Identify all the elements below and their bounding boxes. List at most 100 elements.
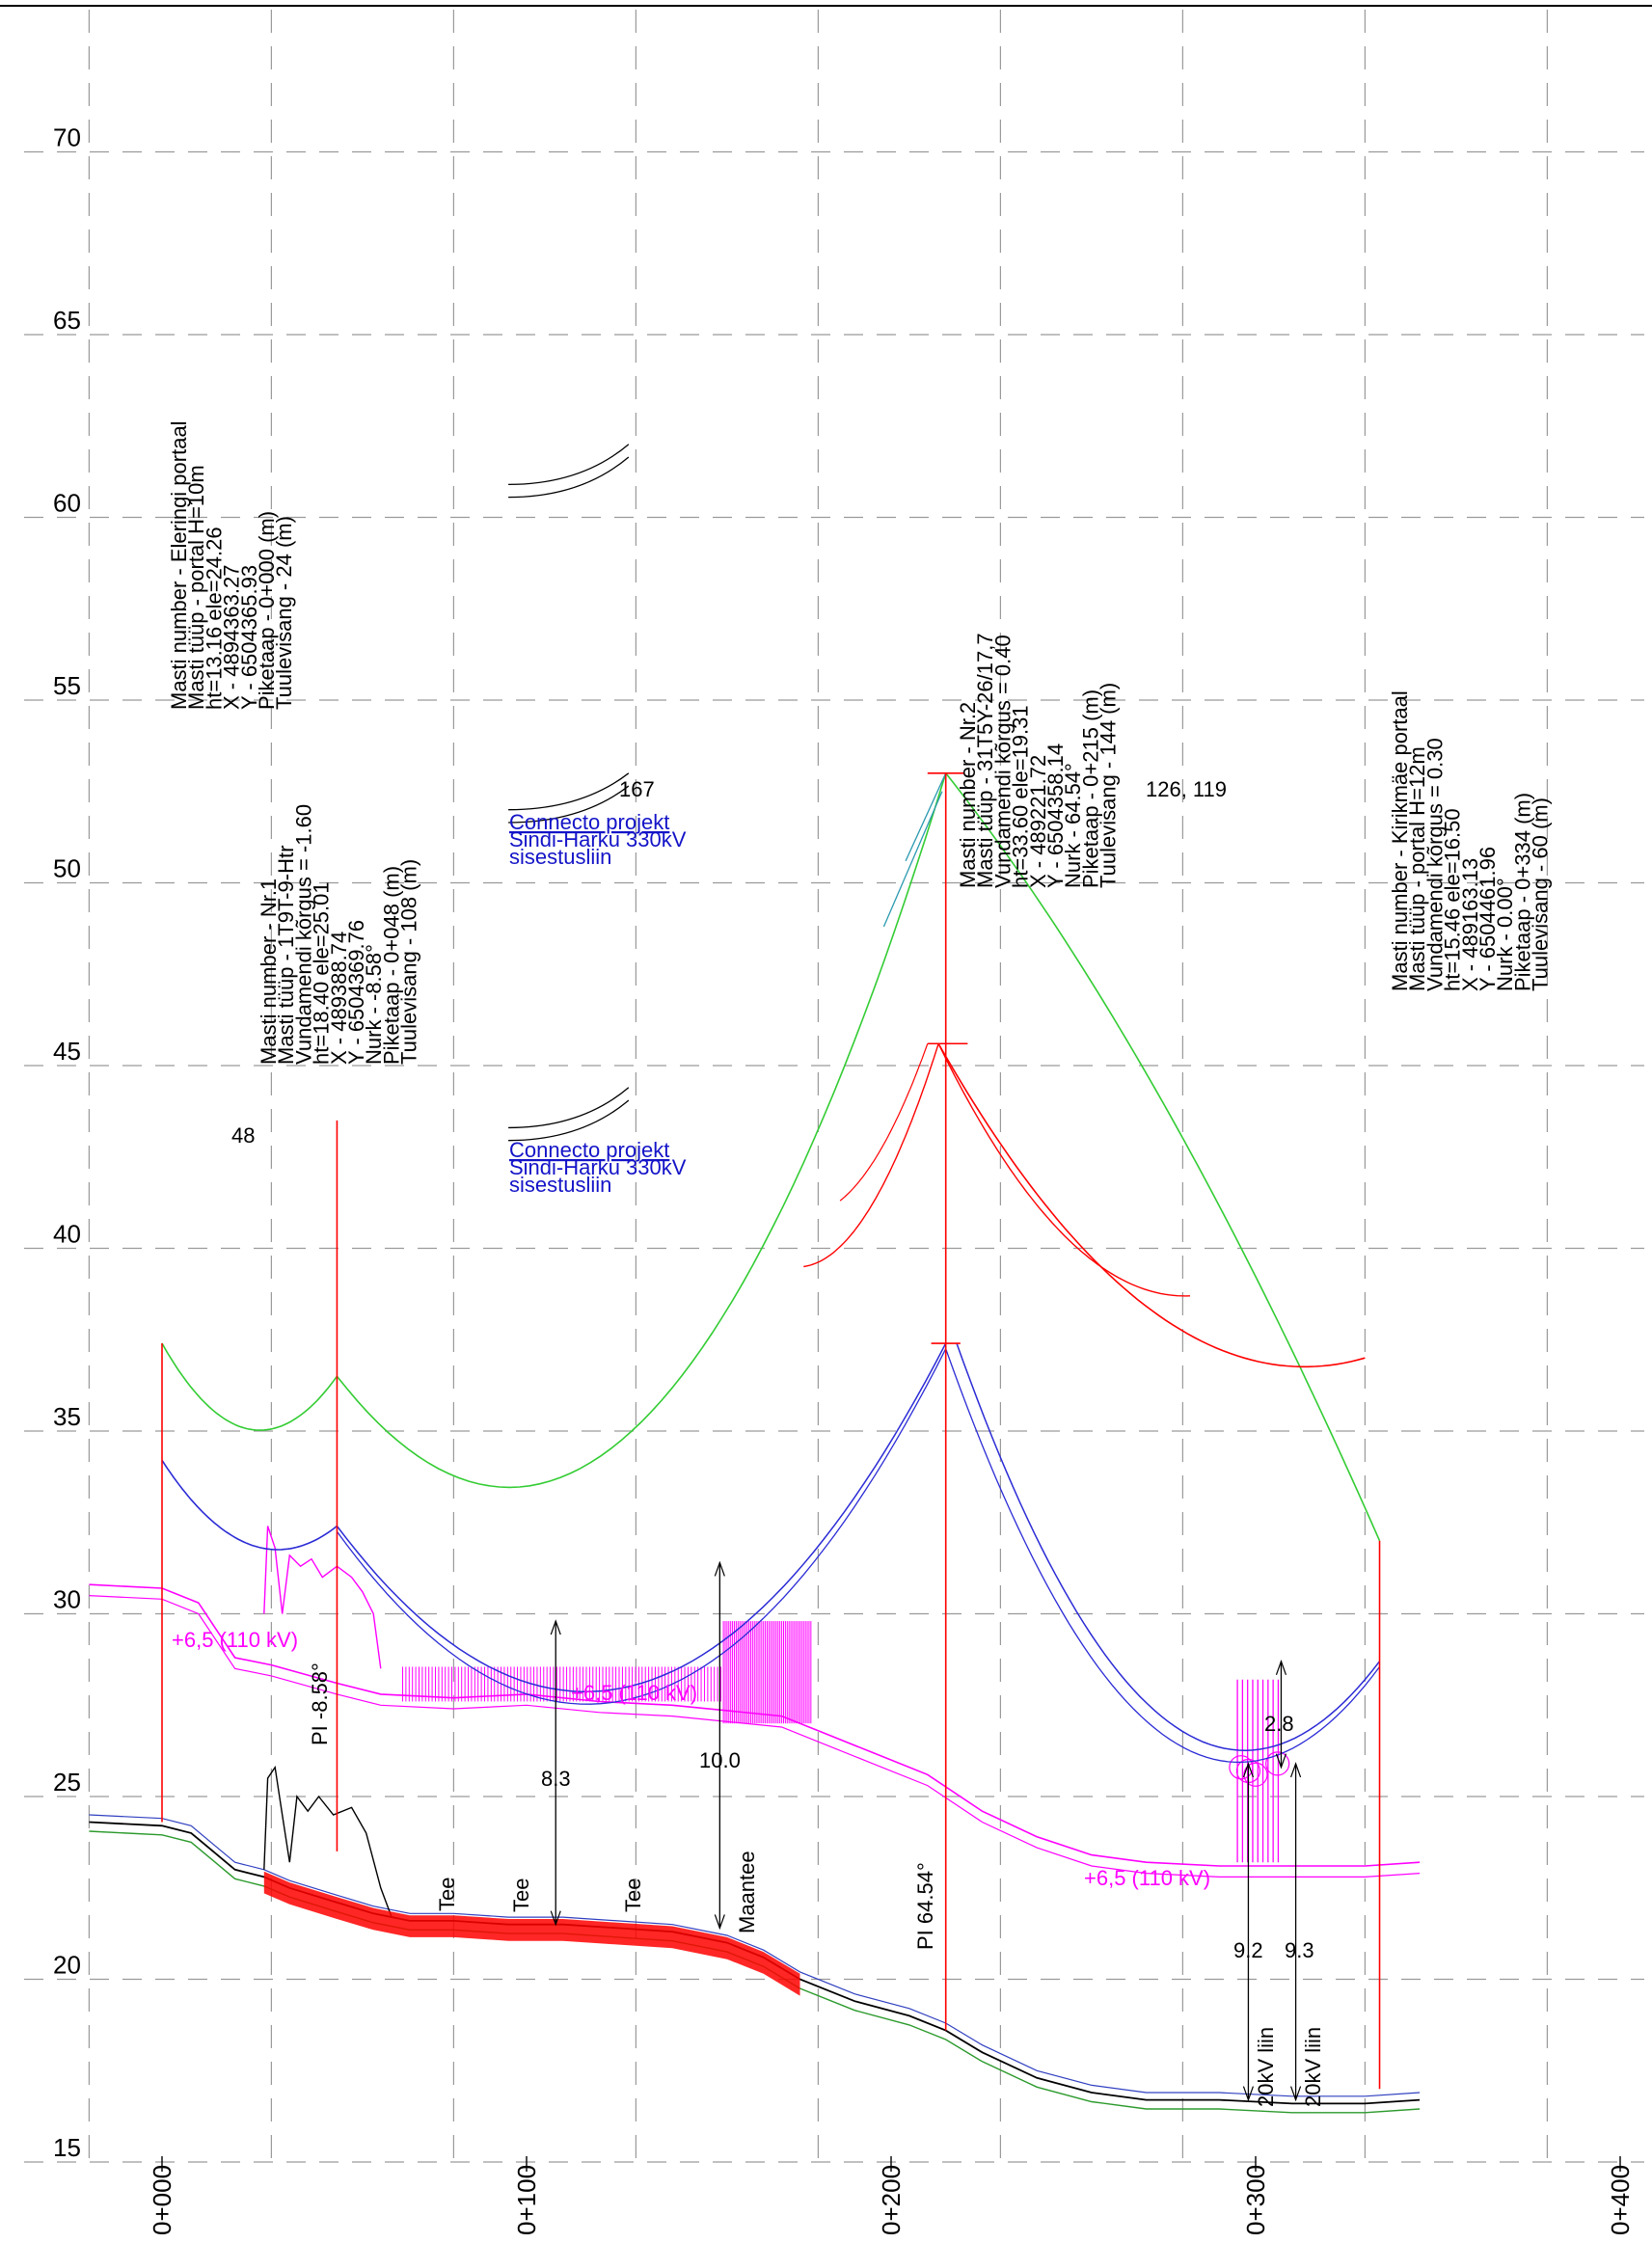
mast-info-line: Masti tüüp - 1T9T-9-Htr — [274, 846, 298, 1065]
crossing-symbol — [508, 444, 630, 486]
mast-info-line: Y - 6504461.96 — [1476, 847, 1500, 991]
crossing-conductor — [839, 1043, 929, 1202]
connecto-label: Sindi-Harku 330kV — [509, 1155, 687, 1179]
crossing-symbol — [508, 772, 630, 811]
mast-info-line: Y - 6504358.14 — [1043, 743, 1068, 888]
mast-info-line: Vundamendi kõrgus = 0.30 — [1422, 738, 1447, 991]
crossing-conductor — [937, 1042, 1191, 1297]
ground-profile-survey — [89, 1814, 1421, 2097]
connecto-label: Sindi-Harku 330kV — [509, 827, 687, 851]
conductors — [161, 772, 1381, 1764]
mast-info-line: Nurk - 64.54° — [1061, 763, 1085, 888]
y-tick-label: 30 — [53, 1585, 81, 1614]
dim-line-head — [1275, 1659, 1287, 1675]
earth-wire — [336, 772, 947, 1489]
dim-line-head — [550, 1910, 561, 1927]
mast-info-line: Masti tüüp - portal H=12m — [1405, 746, 1429, 991]
grid — [24, 10, 1644, 2163]
road-label: Tee — [621, 1878, 645, 1912]
mast-info-line: Masti number - Kirikmäe portaal — [1388, 690, 1412, 991]
mast-info-line: X - 489163.13 — [1458, 858, 1482, 991]
mast-info-line: Vundamendi kõrgus = -1.60 — [291, 804, 315, 1065]
mast-info-line: ht=18.40 ele=25.01 — [310, 881, 334, 1065]
crossing-conductor — [937, 1042, 1366, 1368]
road-label: Maantee — [735, 1851, 759, 1933]
mast-info-line: ht=33.60 ele=19.31 — [1009, 705, 1033, 888]
road-label: Tee — [435, 1878, 459, 1911]
x-tick-label: 0+300 — [1241, 2165, 1270, 2235]
mast-info-line: X - 489221.72 — [1026, 755, 1050, 888]
conductor-stub — [905, 772, 947, 862]
y-tick-label: 25 — [53, 1768, 81, 1797]
mast-info-line: Nurk - -8.58° — [362, 944, 386, 1065]
crossing-symbol — [508, 785, 630, 824]
clearance-vegetation — [263, 1526, 382, 1669]
mast-info-line: Masti number - Nr.1 — [257, 878, 281, 1065]
dim-line-head — [550, 1619, 561, 1635]
span-label: 126, 119 — [1146, 777, 1227, 801]
mast-info-line: Piketaap - 0+215 (m) — [1078, 689, 1102, 888]
dim-line-head — [1242, 1762, 1255, 1778]
road-label: Tee — [509, 1878, 533, 1912]
mast-info-line: Y - 6504369.76 — [344, 920, 368, 1065]
x-tick-label: 0+100 — [512, 2165, 541, 2235]
dim-line-head — [714, 1560, 725, 1577]
crossing-symbol — [508, 456, 630, 499]
dim-line-head — [1275, 1753, 1287, 1770]
towers — [161, 771, 1381, 2090]
clearance-value: 8.3 — [541, 1767, 571, 1791]
mast-info-line: Nurk - 0.00° — [1493, 878, 1517, 991]
crossing-symbol — [508, 1099, 630, 1142]
connecto-label: sisestusliin — [509, 1173, 611, 1197]
y-tick-label: 40 — [53, 1220, 81, 1249]
span-label: 48 — [231, 1123, 255, 1148]
crossing-conductor — [803, 1043, 939, 1268]
phase-conductor — [956, 1342, 1381, 1751]
dim-line-head — [1290, 1762, 1302, 1778]
mast-info-line: Piketaap - 0+334 (m) — [1510, 793, 1534, 991]
mast-info-line: X - 4894363.27 — [220, 565, 244, 710]
clearance-value: 2.8 — [1264, 1712, 1294, 1736]
y-tick-label: 20 — [53, 1951, 81, 1980]
x-tick-label: 0+200 — [877, 2165, 906, 2235]
clearance-label: +6,5 (110 kV) — [172, 1628, 298, 1652]
pi-label: PI 64.54° — [913, 1862, 937, 1950]
mast-info-line: Vundamendi kõrgus = 0.40 — [990, 635, 1015, 888]
crossing-marker — [1265, 1751, 1290, 1776]
mast-info-line: Masti tüüp - portal H=10m — [184, 465, 208, 710]
mast-info-line: Masti tüüp - 31T5Y-26/17,7 — [973, 633, 997, 888]
y-tick-label: 65 — [53, 306, 81, 335]
crossing-marker — [1229, 1755, 1254, 1780]
mast-info-line: X - 489388.74 — [327, 932, 351, 1065]
mast-info-line: ht=15.46 ele=16.50 — [1441, 808, 1465, 991]
y-tick-label: 45 — [53, 1037, 81, 1066]
y-tick-label: 55 — [53, 671, 81, 700]
span-label: 167 — [619, 777, 655, 801]
mast-info-line: Masti number - Nr.2 — [956, 702, 980, 888]
phase-conductor — [945, 1348, 1381, 1764]
mast-info-line: Piketaap - 0+048 (m) — [379, 866, 403, 1065]
clearance-hatch — [401, 1621, 1290, 1863]
mast-info-line: Y - 6504365.93 — [237, 565, 261, 710]
mast-info-line: Tuulevisang - 24 (m) — [272, 516, 296, 710]
conductor-stub — [882, 791, 943, 928]
terrain — [89, 1526, 1421, 2114]
connecto-label: Connecto projekt — [509, 810, 669, 834]
earth-wire — [161, 1342, 339, 1431]
clearance-label: +6,5 (110 kV) — [571, 1681, 697, 1705]
clearance-label: +6,5 (110 kV) — [1084, 1866, 1210, 1890]
crossing-symbol — [508, 1087, 630, 1129]
mast-info-line: Piketaap - 0+000 (m) — [255, 511, 279, 710]
mast-info-line: Masti number - Eleringi portaal — [167, 420, 191, 710]
clearance-value: 9.2 — [1233, 1938, 1263, 1962]
dim-line-head — [1290, 2086, 1302, 2102]
vegetation-profile — [263, 1765, 393, 1918]
phase-conductor — [161, 1459, 338, 1551]
mast-info-line: ht=13.16 ele=24.26 — [202, 527, 226, 710]
